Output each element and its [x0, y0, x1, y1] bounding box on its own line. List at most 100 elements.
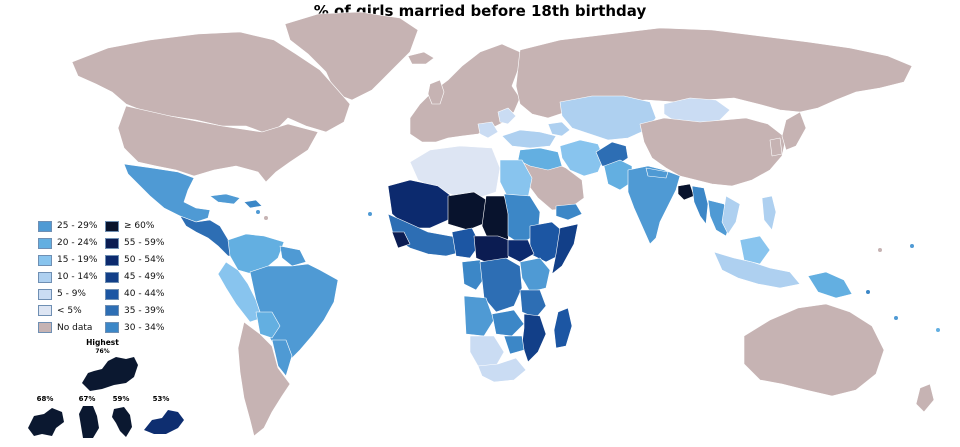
legend-swatch	[105, 237, 119, 249]
legend-column-1: 25 - 29% 20 - 24% 15 - 19% 10 - 14% 5 - …	[38, 218, 97, 336]
country-somalia	[551, 223, 579, 275]
legend-label: 5 - 9%	[57, 289, 86, 299]
island-dot	[936, 328, 940, 332]
legend-label: 50 - 54%	[124, 255, 165, 266]
highest-shape-2	[28, 408, 64, 436]
country-canada-alaska	[71, 31, 351, 133]
highest-shape-2-fill	[28, 408, 64, 436]
legend-swatch	[105, 220, 119, 232]
country-malawi-mozambique	[521, 313, 547, 363]
country-vietnam-cambodia	[721, 195, 741, 235]
country-guianas	[279, 245, 307, 267]
island-dot	[878, 248, 882, 252]
country-myanmar	[691, 185, 709, 225]
map-title: % of girls married before 18th birthday	[313, 2, 647, 20]
highest-shape-5-fill	[144, 410, 184, 434]
country-iran	[559, 139, 605, 177]
legend-label: 25 - 29%	[57, 221, 98, 232]
legend-item: 10 - 14%	[38, 269, 97, 286]
rank-value-2: 68%	[36, 395, 54, 403]
legend-label: 35 - 39%	[124, 305, 165, 316]
country-bolivia	[255, 311, 281, 339]
country-china	[639, 117, 787, 187]
country-moldova-romania	[497, 107, 517, 125]
island-dot	[256, 210, 260, 214]
highest-shape-1-fill	[82, 357, 138, 391]
legend-item: 20 - 24%	[38, 235, 97, 252]
island-dot	[910, 244, 914, 248]
highest-top-value: 76%	[95, 348, 110, 355]
country-iceland	[407, 51, 435, 65]
highest-shape-3	[79, 406, 99, 438]
legend-label: 15 - 19%	[57, 255, 98, 266]
legend-swatch	[38, 237, 52, 249]
legend-item: 25 - 29%	[38, 218, 97, 235]
country-india	[627, 165, 681, 245]
legend-swatch	[38, 288, 52, 300]
highest-title: Highest 76%	[70, 338, 135, 356]
legend-swatch	[105, 254, 119, 266]
rank-value-4: 59%	[112, 395, 130, 403]
legend-item: < 5%	[38, 302, 97, 319]
country-tanzania	[519, 289, 547, 319]
country-madagascar	[553, 307, 573, 349]
country-mongolia	[663, 97, 731, 125]
country-argentina-chile	[237, 321, 291, 437]
country-bangladesh	[677, 183, 695, 201]
country-turkey	[501, 129, 557, 149]
legend-label: 20 - 24%	[57, 238, 98, 249]
rank-value-5: 53%	[152, 395, 170, 403]
country-japan	[781, 111, 807, 151]
highest-shape-4-fill	[112, 407, 132, 437]
legend-item: No data	[38, 319, 97, 336]
legend-swatch	[38, 305, 52, 317]
legend-label: ≥ 60%	[124, 221, 155, 232]
country-nepal	[645, 167, 669, 179]
legend-item: 50 - 54%	[105, 252, 164, 269]
country-balkans	[477, 121, 499, 139]
legend-item: 55 - 59%	[105, 235, 164, 252]
island-dot	[894, 316, 898, 320]
country-gabon-congo	[461, 259, 487, 291]
country-philippines	[761, 195, 777, 231]
country-ecuador-peru	[217, 261, 263, 323]
country-drc	[479, 257, 523, 313]
legend-item: 45 - 49%	[105, 269, 164, 286]
legend-item: 30 - 34%	[105, 319, 164, 336]
legend-swatch	[105, 288, 119, 300]
country-greenland	[284, 11, 419, 101]
country-cameroon-car	[473, 235, 515, 265]
country-namibia-botswana	[469, 335, 505, 367]
island-dot	[264, 216, 268, 220]
legend-swatch	[38, 254, 52, 266]
legend-item: 35 - 39%	[105, 302, 164, 319]
legend-swatch	[38, 271, 52, 283]
island-dot	[368, 212, 372, 216]
country-usa	[117, 105, 319, 183]
country-south-sudan	[507, 239, 535, 263]
country-angola	[463, 295, 495, 337]
highest-title-label: Highest	[86, 338, 119, 347]
country-korea	[769, 137, 783, 157]
legend-column-2: ≥ 60% 55 - 59% 50 - 54% 45 - 49% 40 - 44…	[105, 218, 164, 336]
legend-swatch	[105, 271, 119, 283]
legend-swatch	[105, 322, 119, 334]
country-australia	[743, 303, 885, 397]
highest-shape-5	[144, 410, 184, 434]
country-central-america	[179, 215, 237, 257]
country-cuba	[209, 193, 241, 205]
legend-item: ≥ 60%	[105, 218, 164, 235]
legend-label: 10 - 14%	[57, 272, 98, 283]
country-guinea	[391, 231, 411, 249]
rank-value-3: 67%	[78, 395, 96, 403]
country-caucasus	[547, 121, 571, 137]
country-yemen	[555, 203, 583, 221]
legend-label: 55 - 59%	[124, 238, 165, 249]
highest-shape-3-fill	[79, 406, 99, 438]
legend-item: 5 - 9%	[38, 286, 97, 303]
legend-swatch	[38, 220, 52, 232]
country-mexico	[123, 163, 211, 223]
legend-swatch	[105, 305, 119, 317]
legend-swatch	[38, 322, 52, 334]
